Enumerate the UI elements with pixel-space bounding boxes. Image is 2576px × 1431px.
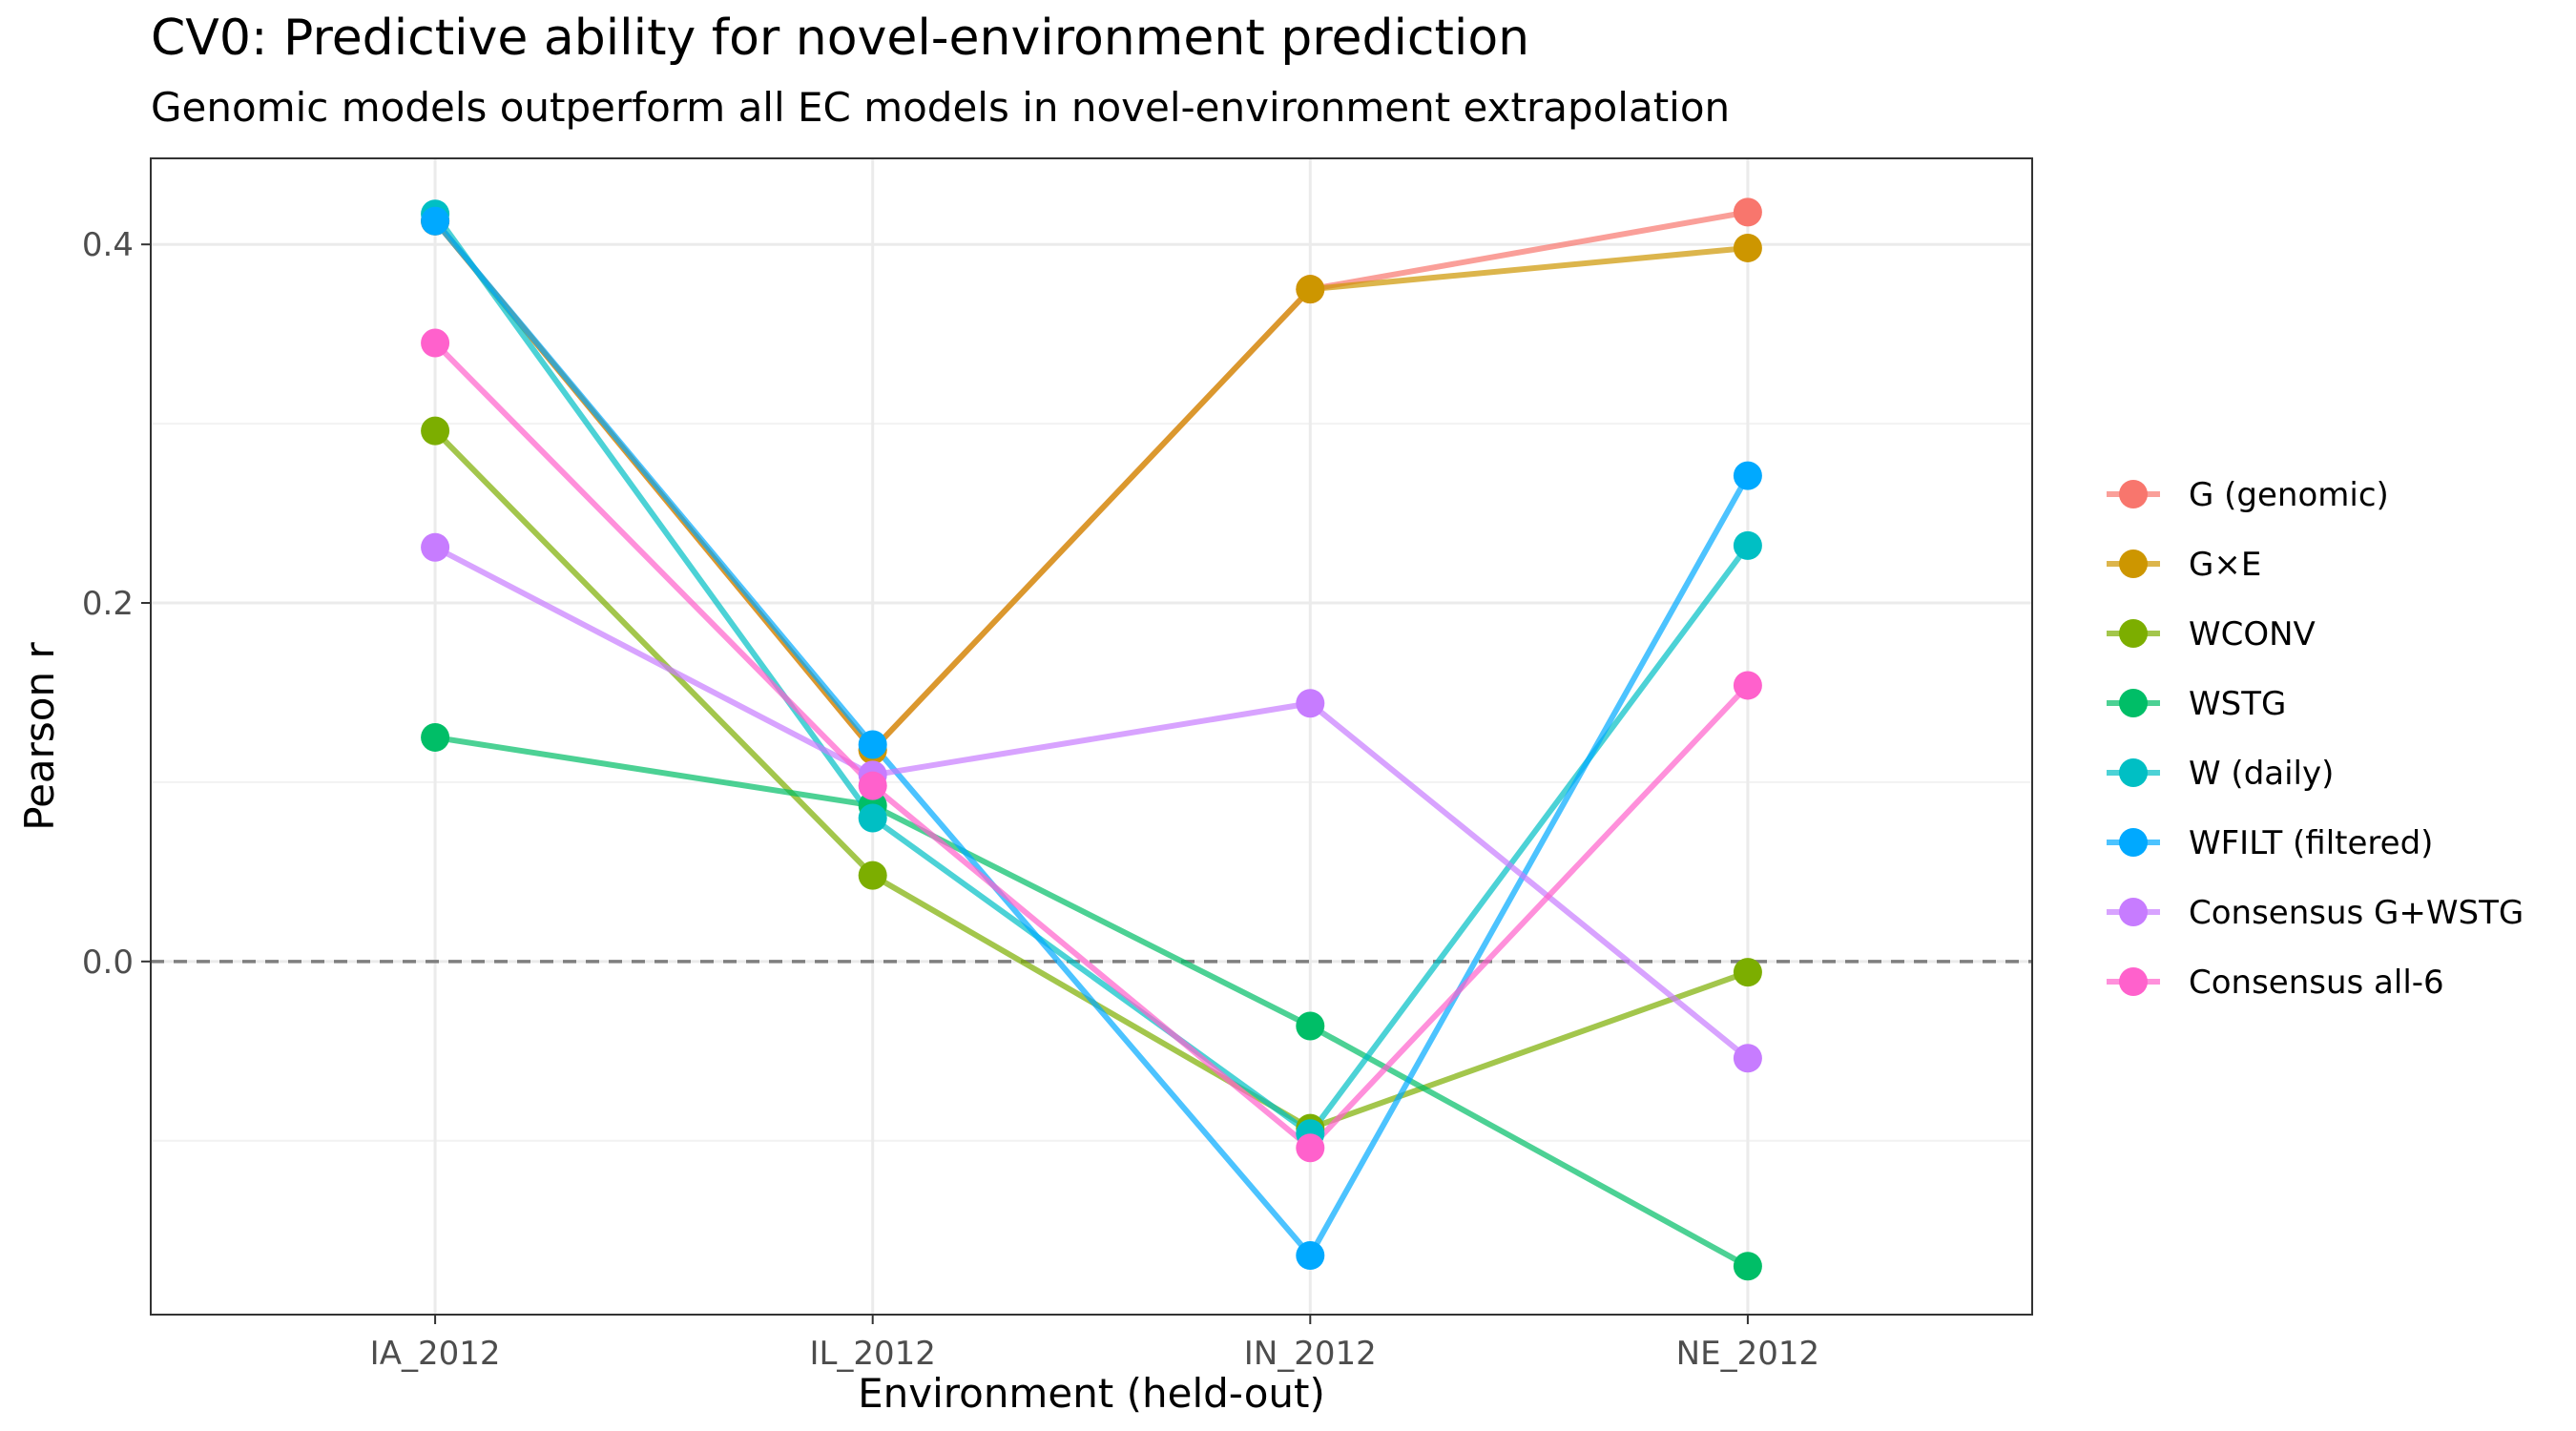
- series-line: [432, 218, 1751, 1258]
- data-point: [1296, 275, 1325, 304]
- data-point: [1296, 689, 1325, 718]
- data-point: [421, 722, 450, 752]
- x-tick-label: IA_2012: [370, 1335, 501, 1373]
- y-tick-label: 0.2: [82, 585, 134, 623]
- legend-key-point: [2119, 550, 2148, 578]
- axes: 0.0 0.2 0.4 IA_2012 IL_2012 IN_2012 NE_2012: [82, 226, 1819, 1373]
- legend-key-point: [2119, 758, 2148, 787]
- data-point: [858, 861, 887, 890]
- legend-key-point: [2119, 480, 2148, 508]
- series-line: [432, 341, 1751, 1151]
- data-point: [1733, 233, 1762, 262]
- legend-label: W (daily): [2189, 755, 2334, 793]
- data-point: [1733, 461, 1762, 490]
- plot-panel-border: [150, 157, 2033, 1316]
- series-points: [421, 197, 1762, 1281]
- data-point: [1296, 1133, 1325, 1163]
- data-point: [1733, 1044, 1762, 1073]
- x-tick-label: NE_2012: [1676, 1335, 1819, 1373]
- data-point: [1296, 1011, 1325, 1041]
- legend: G (genomic) G×E WCONV WSTG W (daily) WFILT (f…: [2107, 476, 2524, 1002]
- legend-key-point: [2119, 828, 2148, 857]
- x-tick-label: IL_2012: [809, 1335, 936, 1373]
- data-point: [421, 206, 450, 236]
- legend-label: Consensus G+WSTG: [2189, 894, 2524, 932]
- data-point: [1733, 671, 1762, 700]
- data-point: [858, 771, 887, 800]
- data-point: [1733, 530, 1762, 560]
- legend-key-point: [2119, 967, 2148, 996]
- data-point: [858, 803, 887, 833]
- chart-title: CV0: Predictive ability for novel-enviro…: [151, 10, 1530, 67]
- legend-label: WFILT (filtered): [2189, 824, 2433, 862]
- y-axis-title: Pearson r: [16, 642, 63, 831]
- series-line: [434, 734, 1750, 1269]
- legend-label: Consensus all-6: [2189, 964, 2444, 1002]
- data-point: [858, 730, 887, 759]
- series-lines: [432, 209, 1751, 1269]
- data-point: [1733, 958, 1762, 987]
- data-point: [1733, 1252, 1762, 1281]
- data-point: [1296, 1240, 1325, 1270]
- legend-key-point: [2119, 689, 2148, 717]
- data-point: [421, 328, 450, 358]
- data-point: [1733, 197, 1762, 227]
- legend-key-point: [2119, 898, 2148, 926]
- y-tick-label: 0.0: [82, 944, 134, 982]
- data-point: [421, 416, 450, 446]
- x-axis-title: Environment (held-out): [858, 1370, 1325, 1417]
- series-line: [432, 212, 1751, 1137]
- series-line: [433, 545, 1750, 1061]
- y-tick-label: 0.4: [82, 226, 134, 264]
- chart-subtitle: Genomic models outperform all EC models …: [151, 84, 1731, 131]
- legend-label: G×E: [2189, 546, 2261, 584]
- legend-label: G (genomic): [2189, 476, 2389, 514]
- legend-label: WCONV: [2189, 615, 2316, 653]
- legend-label: WSTG: [2189, 685, 2286, 723]
- data-point: [421, 532, 450, 562]
- legend-key-point: [2119, 619, 2148, 648]
- x-tick-label: IN_2012: [1244, 1335, 1377, 1373]
